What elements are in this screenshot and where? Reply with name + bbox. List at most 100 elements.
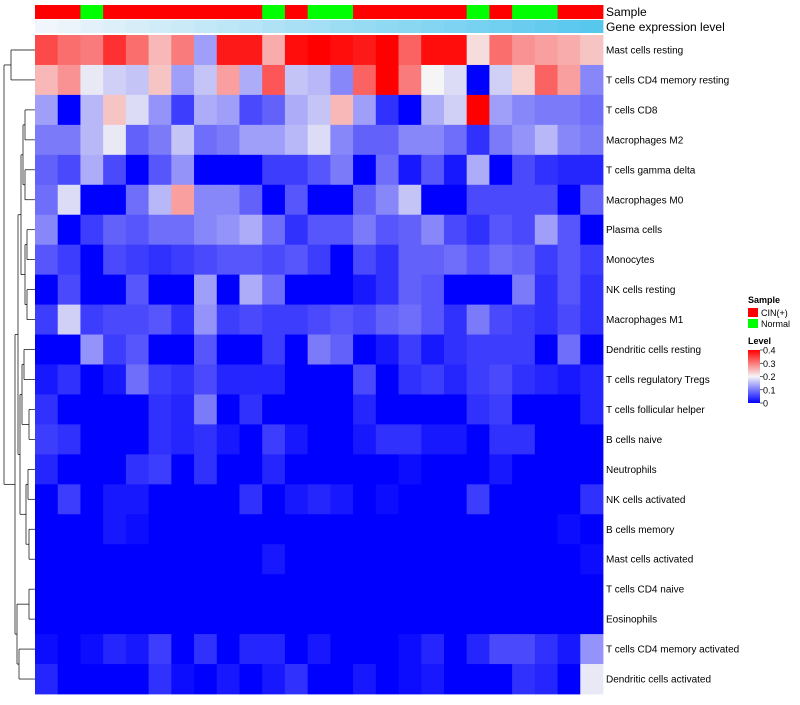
- row-label: Plasma cells: [606, 225, 662, 236]
- heatmap-cell: [148, 94, 172, 126]
- heatmap-cell: [307, 454, 331, 485]
- heatmap-cell: [171, 64, 195, 96]
- heatmap-cell: [35, 274, 59, 305]
- heatmap-cell: [489, 244, 513, 276]
- heatmap-cell: [239, 244, 263, 276]
- heatmap-cell: [148, 454, 172, 485]
- heatmap-cell: [421, 304, 445, 335]
- heatmap-cell: [512, 154, 536, 186]
- heatmap-cell: [443, 604, 468, 635]
- heatmap-cell: [103, 64, 127, 96]
- heatmap-cell: [375, 364, 399, 395]
- heatmap-cell: [307, 364, 331, 395]
- heatmap-cell: [57, 514, 81, 545]
- heatmap-cell: [421, 424, 445, 455]
- heatmap-cell: [148, 514, 172, 545]
- heatmap-cell: [489, 184, 513, 216]
- heatmap-cell: [375, 424, 399, 455]
- heatmap-cell: [216, 484, 240, 515]
- heatmap-cell: [80, 244, 104, 276]
- heatmap-cell: [489, 304, 513, 335]
- legend-level-title: Level: [748, 336, 771, 346]
- heatmap-cell: [421, 124, 445, 156]
- row-label: T cells regulatory Tregs: [606, 375, 710, 386]
- heatmap-cell: [57, 154, 81, 186]
- heatmap-cell: [512, 574, 536, 605]
- heatmap-cell: [171, 364, 195, 395]
- heatmap-cell: [489, 664, 513, 695]
- heatmap-cell: [148, 35, 172, 66]
- heatmap-cell: [443, 64, 468, 96]
- heatmap-cell: [557, 574, 581, 605]
- heatmap-cell: [489, 214, 513, 246]
- heatmap-cell: [216, 184, 240, 216]
- row-label: Monocytes: [606, 255, 654, 266]
- heatmap-cell: [194, 304, 218, 335]
- heatmap-cell: [398, 394, 422, 425]
- heatmap-cell: [307, 634, 331, 665]
- sample-annotation-cell: [148, 5, 172, 19]
- heatmap-cell: [284, 664, 309, 695]
- heatmap-cell: [534, 454, 558, 485]
- heatmap-cell: [239, 274, 263, 305]
- heatmap-cell: [443, 184, 468, 216]
- heatmap-cell: [353, 544, 377, 575]
- heatmap-cell: [512, 35, 536, 66]
- heatmap-cell: [580, 274, 604, 305]
- heatmap-cell: [330, 64, 354, 96]
- heatmap-cell: [262, 184, 286, 216]
- heatmap-cell: [421, 394, 445, 425]
- expression-annotation-cell: [557, 20, 581, 33]
- expression-annotation-cell: [307, 20, 331, 33]
- expression-annotation-cell: [194, 20, 218, 33]
- sample-annotation-cell: [353, 5, 377, 19]
- heatmap-cell: [580, 634, 604, 665]
- heatmap-cell: [80, 304, 104, 335]
- heatmap-cell: [216, 154, 240, 186]
- legend-sample-title: Sample: [748, 295, 780, 305]
- heatmap-cell: [512, 484, 536, 515]
- heatmap-cell: [148, 574, 172, 605]
- legend: Sample CIN(+) Normal Level 0.4 0.3 0.2 0.1 0: [748, 295, 790, 409]
- heatmap-cell: [466, 274, 490, 305]
- heatmap-cell: [443, 454, 468, 485]
- row-label: T cells gamma delta: [606, 165, 696, 176]
- heatmap-cell: [398, 664, 422, 695]
- heatmap-cell: [512, 664, 536, 695]
- heatmap-cell: [57, 184, 81, 216]
- heatmap-cell: [534, 484, 558, 515]
- heatmap-cell: [148, 364, 172, 395]
- heatmap-cell: [148, 154, 172, 186]
- heatmap-cell: [375, 514, 399, 545]
- heatmap-cell: [239, 334, 263, 365]
- heatmap-cell: [534, 274, 558, 305]
- heatmap-cell: [284, 424, 309, 455]
- heatmap-cell: [80, 544, 104, 575]
- row-label: T cells CD4 memory activated: [606, 645, 739, 656]
- heatmap-cell: [125, 514, 149, 545]
- expression-annotation-cell: [330, 20, 354, 33]
- heatmap-cell: [534, 334, 558, 365]
- heatmap-cell: [353, 514, 377, 545]
- heatmap-cell: [125, 304, 149, 335]
- heatmap-cell: [125, 94, 149, 126]
- heatmap-cell: [330, 214, 354, 246]
- heatmap-cell: [330, 304, 354, 335]
- heatmap-cell: [534, 664, 558, 695]
- heatmap-cell: [284, 364, 309, 395]
- heatmap-cell: [194, 514, 218, 545]
- heatmap-cell: [103, 184, 127, 216]
- heatmap-cell: [148, 544, 172, 575]
- heatmap-cell: [443, 424, 468, 455]
- heatmap-cell: [194, 244, 218, 276]
- heatmap-cell: [534, 604, 558, 635]
- heatmap-cell: [148, 604, 172, 635]
- heatmap-cell: [125, 454, 149, 485]
- heatmap-cell: [125, 424, 149, 455]
- heatmap-cell: [148, 244, 172, 276]
- sample-annotation-cell: [466, 5, 490, 19]
- heatmap-cell: [398, 154, 422, 186]
- heatmap-cell: [80, 124, 104, 156]
- row-label: Neutrophils: [606, 465, 657, 476]
- heatmap-cell: [57, 124, 81, 156]
